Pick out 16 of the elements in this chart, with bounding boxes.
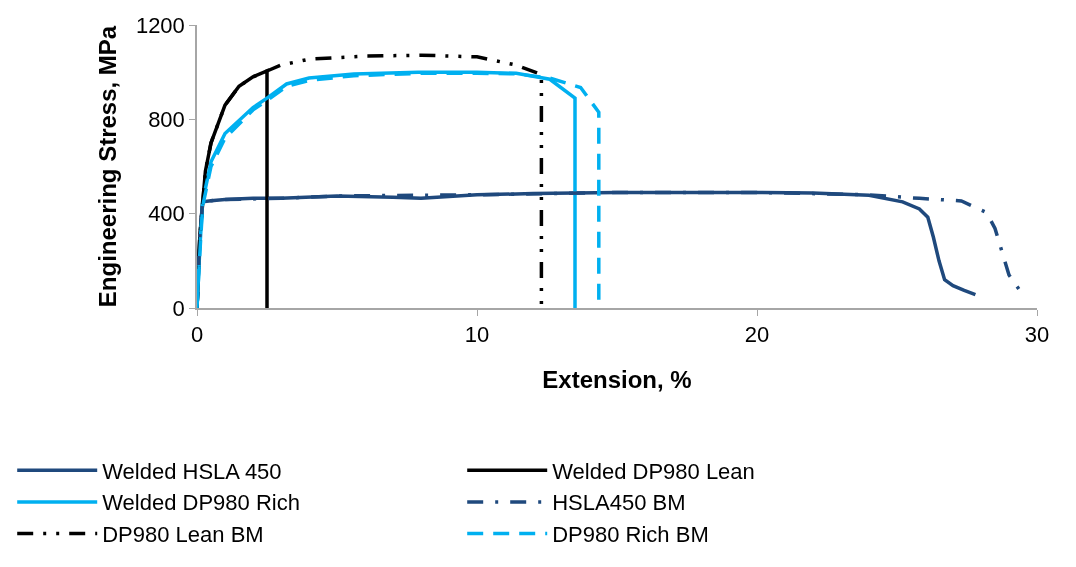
- legend-label: Welded DP980 Rich: [102, 490, 300, 516]
- x-tick-label: 10: [464, 322, 490, 348]
- legend-label: DP980 Rich BM: [552, 522, 709, 548]
- x-tick-label: 0: [190, 322, 204, 348]
- legend-label: DP980 Lean BM: [102, 522, 264, 548]
- y-axis-title: Engineering Stress, MPa: [94, 25, 122, 308]
- legend-label: Welded HSLA 450: [102, 458, 282, 484]
- y-tick-label: 0: [172, 295, 185, 321]
- x-axis-title: Extension, %: [542, 365, 692, 393]
- y-tick-label: 1200: [135, 12, 185, 38]
- legend-label: Welded DP980 Lean: [552, 458, 755, 484]
- legend-label: HSLA450 BM: [552, 490, 686, 516]
- x-tick-label: 30: [1024, 322, 1050, 348]
- y-tick-label: 800: [148, 107, 185, 133]
- x-tick-label: 20: [744, 322, 770, 348]
- y-tick-label: 400: [148, 201, 185, 227]
